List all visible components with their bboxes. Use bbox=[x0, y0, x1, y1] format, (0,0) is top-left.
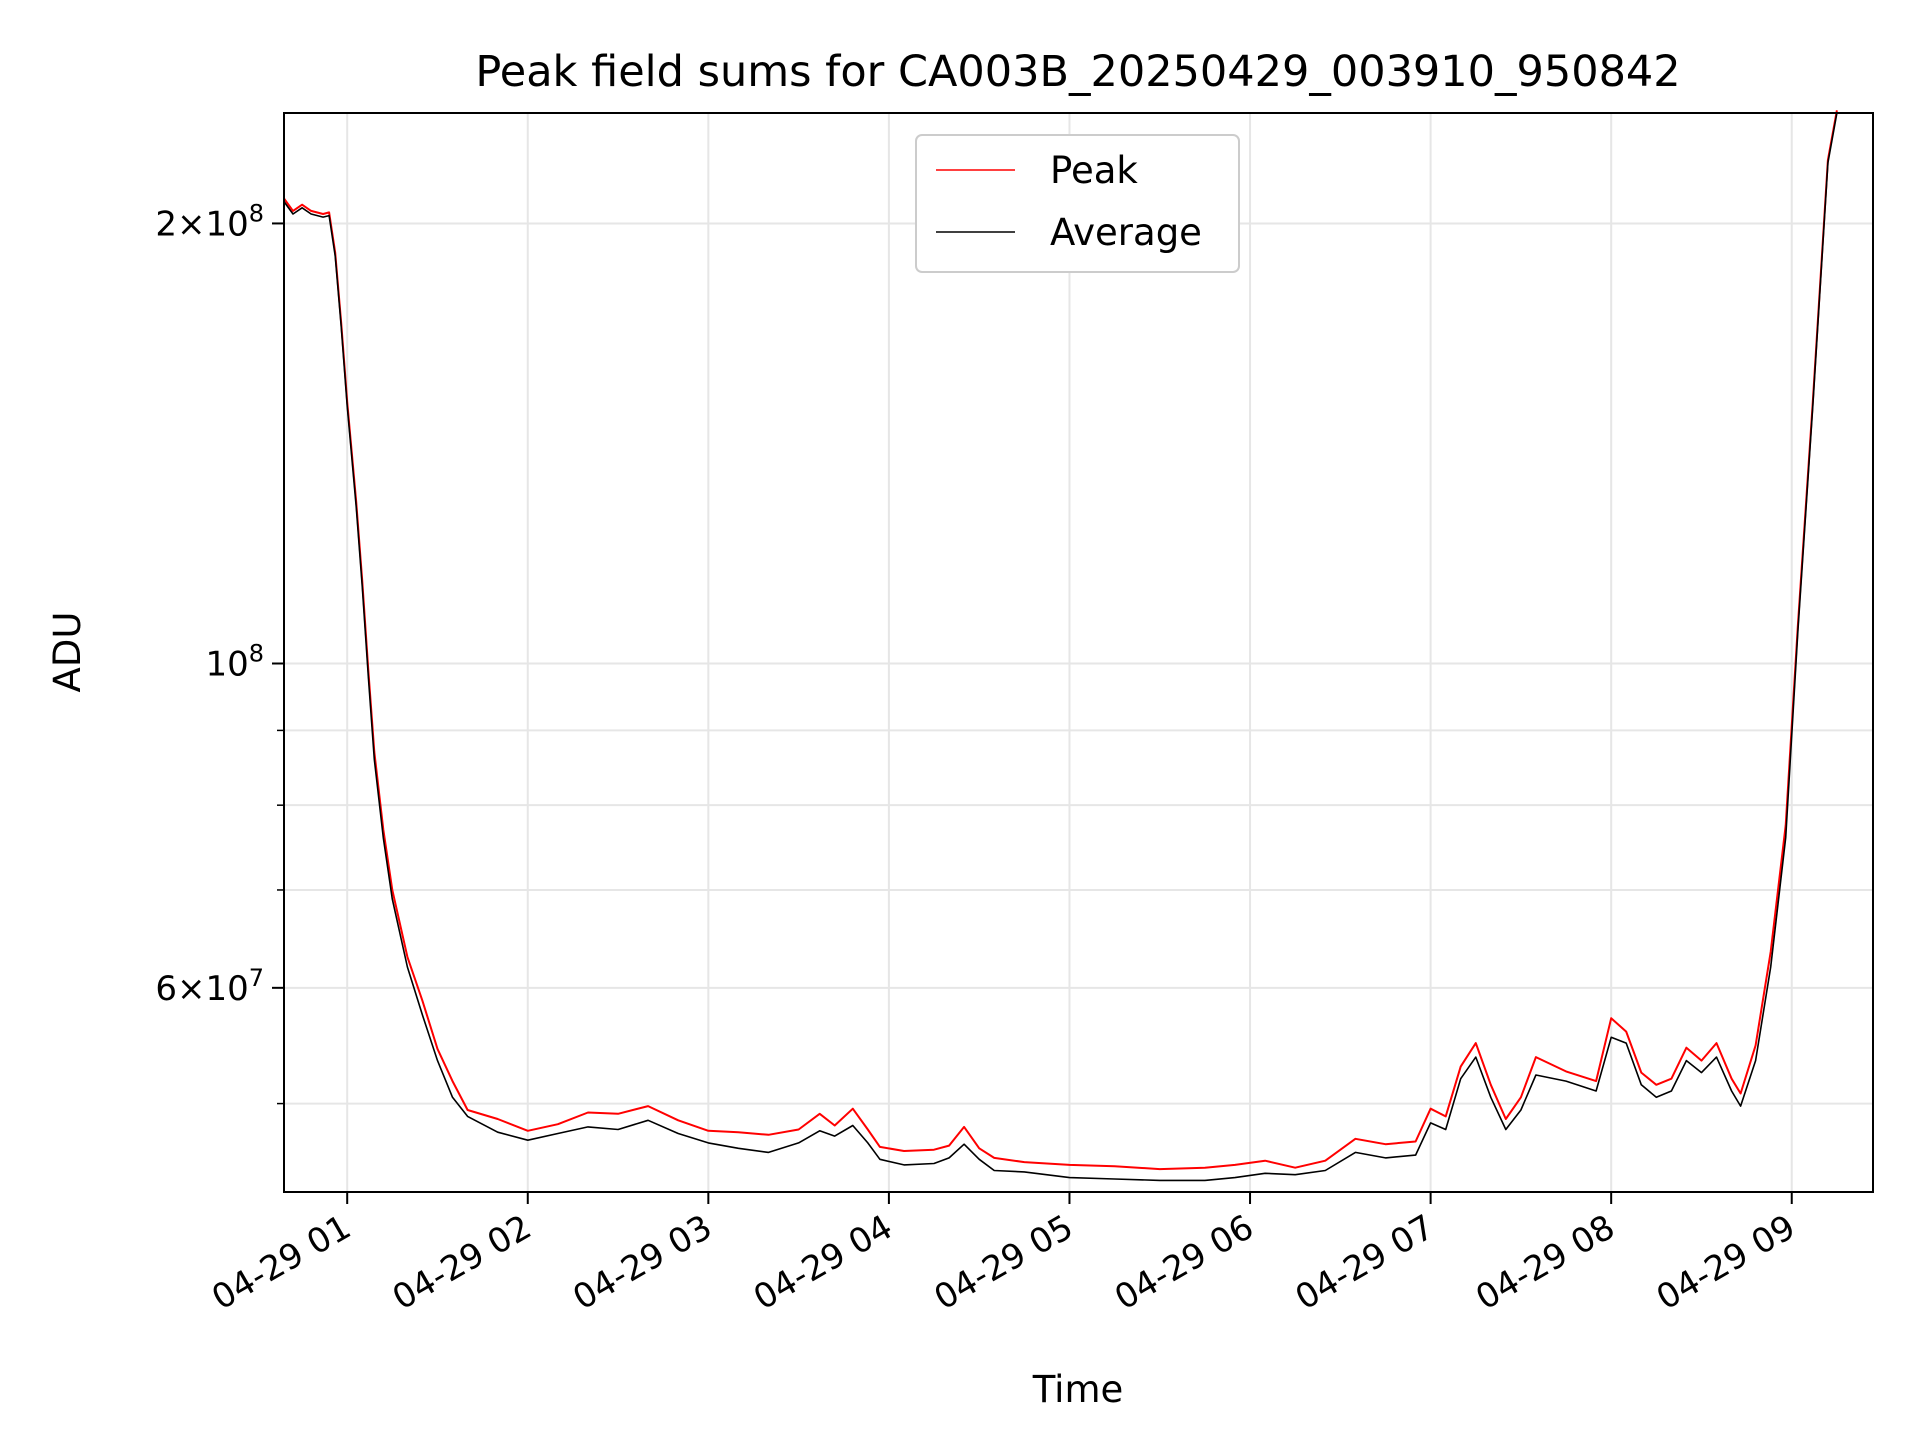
legend-label-average: Average bbox=[1050, 211, 1202, 254]
y-tick-label: 6×107 bbox=[155, 964, 264, 1009]
y-tick-label: 108 bbox=[205, 640, 264, 685]
chart-title: Peak field sums for CA003B_20250429_0039… bbox=[475, 47, 1680, 97]
x-axis-label: Time bbox=[1032, 1368, 1124, 1411]
y-axis-label: ADU bbox=[46, 612, 89, 693]
series-line-peak bbox=[283, 110, 1838, 1171]
plot-area-frame bbox=[283, 112, 1874, 1193]
series-layer bbox=[283, 110, 1838, 1182]
y-tick-label: 2×108 bbox=[155, 199, 264, 244]
legend: Peak Average bbox=[915, 134, 1240, 273]
series-line-average bbox=[283, 112, 1838, 1182]
legend-label-peak: Peak bbox=[1050, 149, 1138, 192]
